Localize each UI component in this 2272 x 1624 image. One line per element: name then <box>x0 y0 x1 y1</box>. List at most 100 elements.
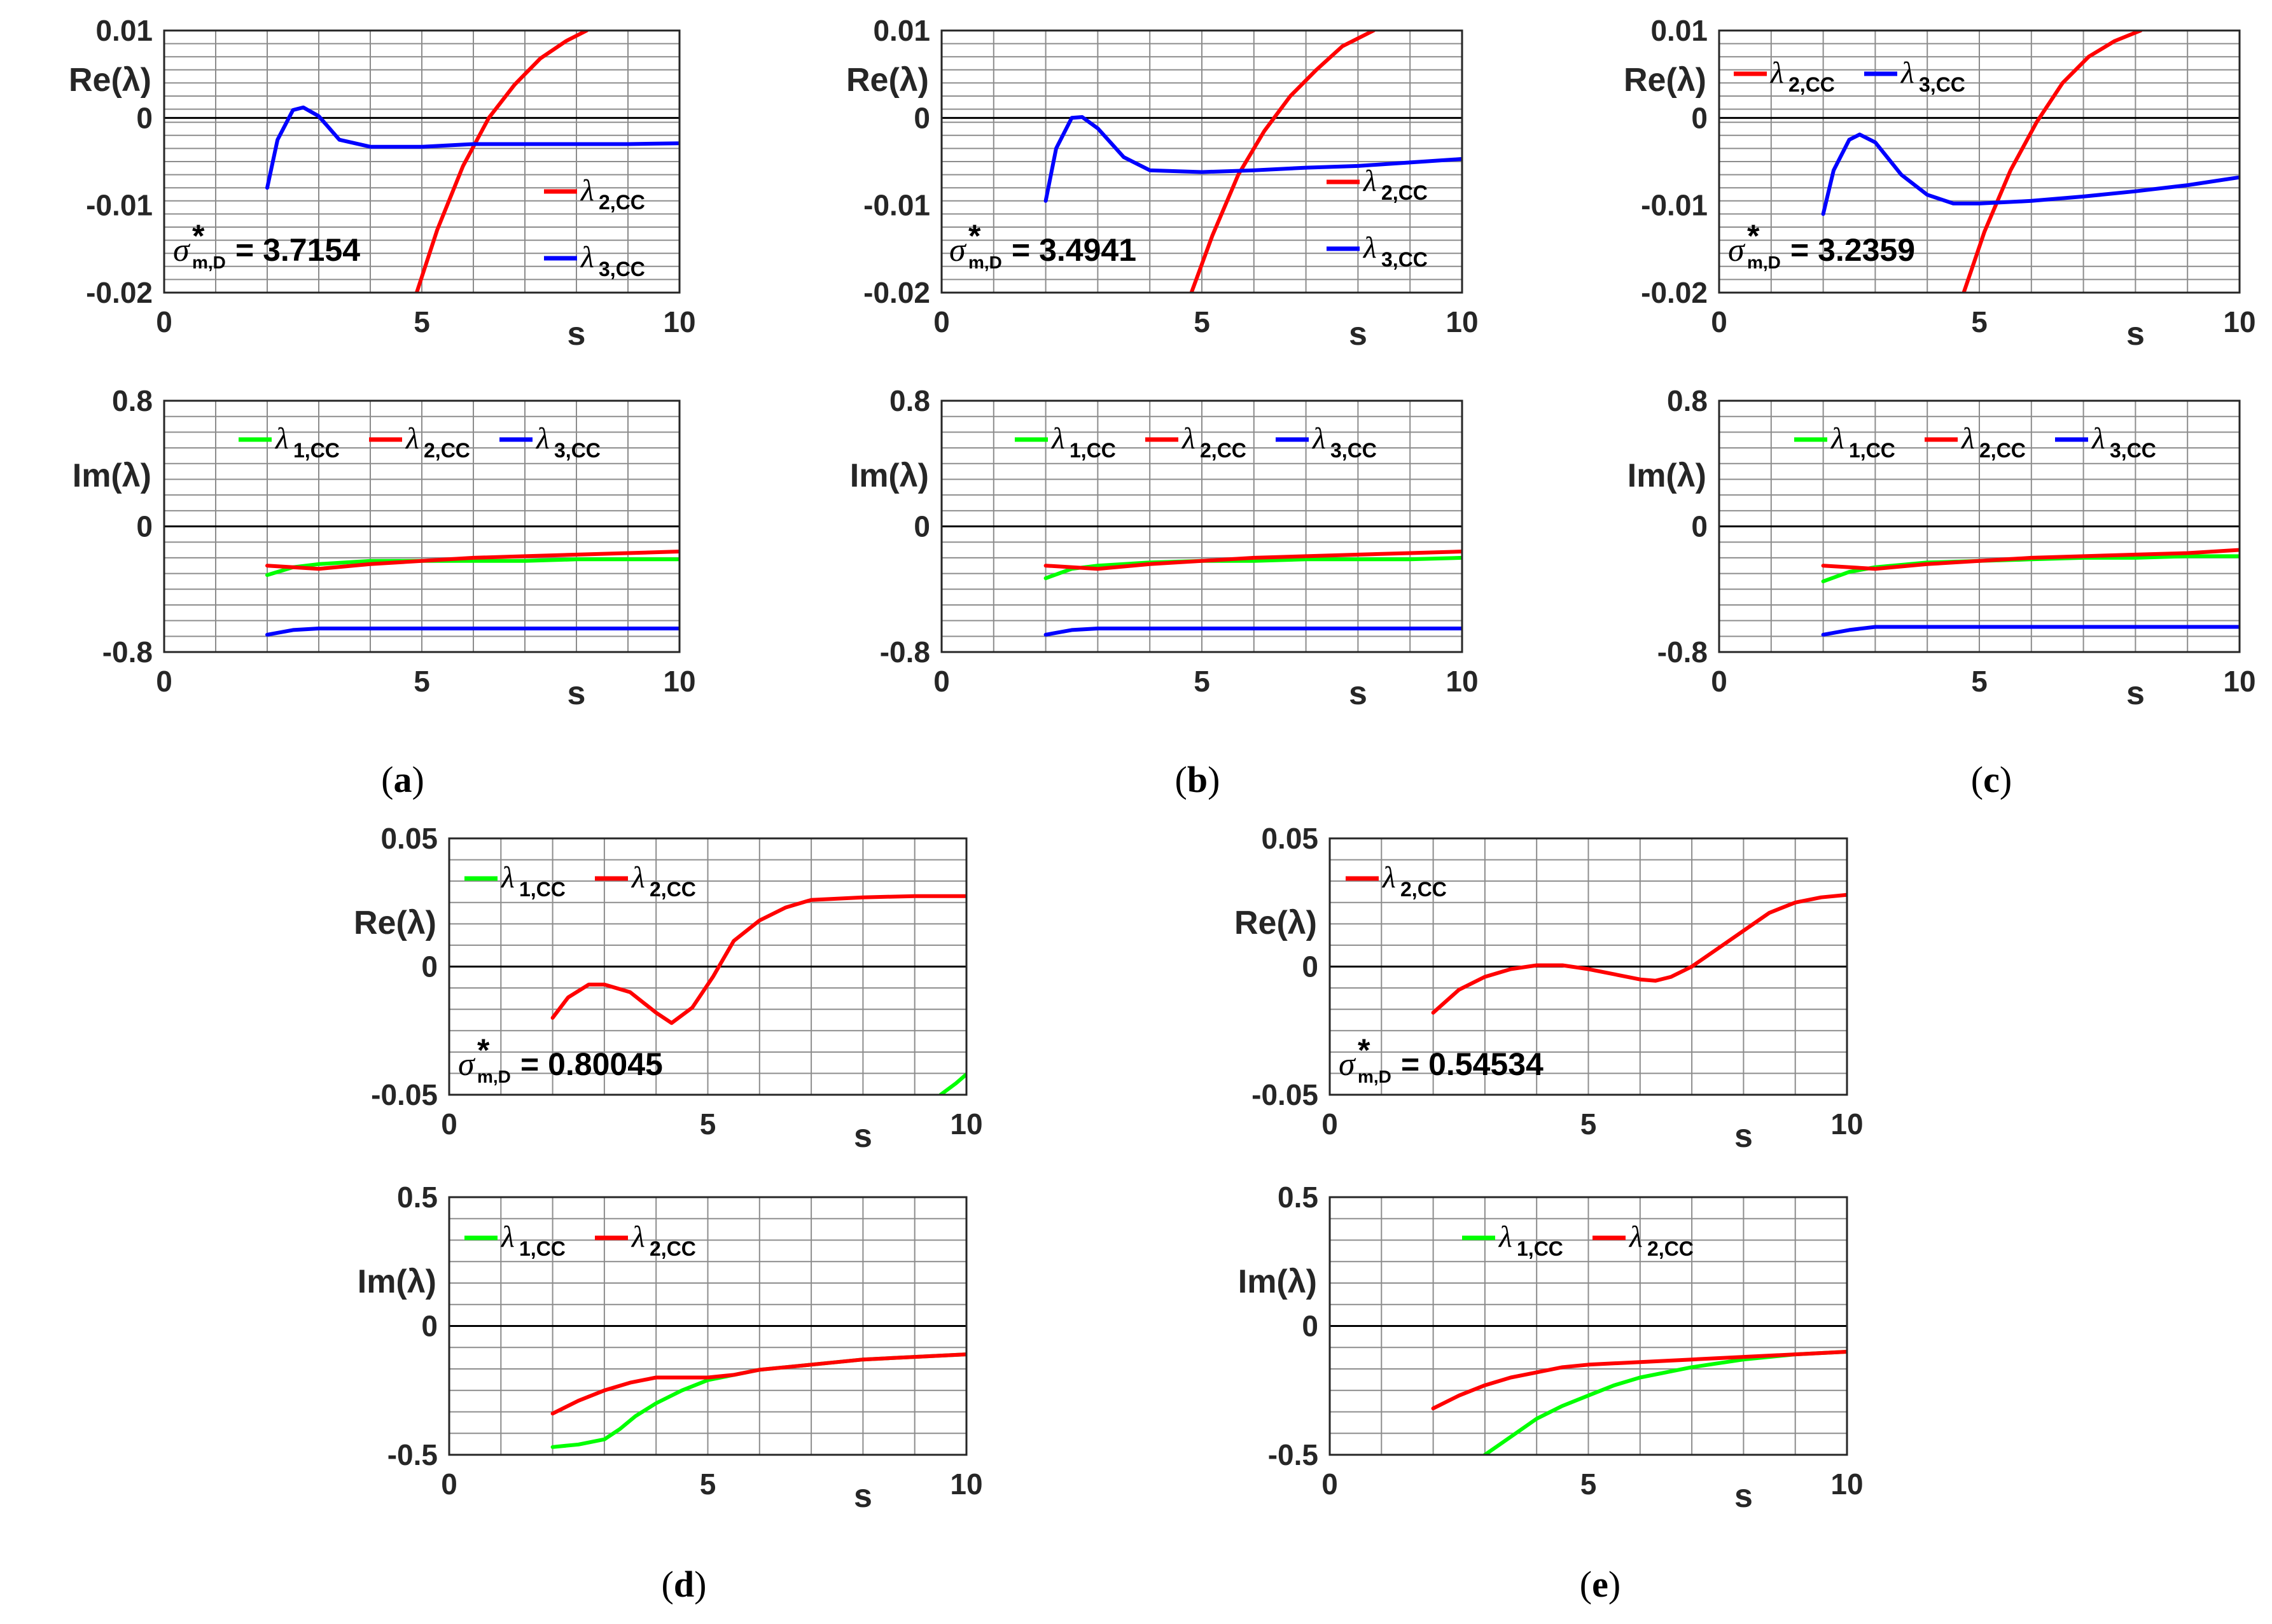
sigma-value: = 3.4941 <box>1012 232 1136 268</box>
y-axis-label: Im(λ) <box>850 457 929 494</box>
x-tick-label: 5 <box>700 1107 716 1141</box>
series-line-lambda-2-cc <box>414 31 589 293</box>
sigma-superscript: * <box>477 1032 490 1068</box>
sigma-superscript: * <box>968 218 981 254</box>
x-axis-label: s <box>854 1478 872 1515</box>
series-line-lambda-2-cc <box>265 550 680 571</box>
legend-subscript: 2,CC <box>424 439 470 462</box>
panel-label-b: (b) <box>1175 759 1220 800</box>
series-line-lambda-3-cc <box>265 627 680 637</box>
legend-item: λ 2,CC <box>1925 422 2026 462</box>
y-tick-label: 0.8 <box>1667 384 1708 417</box>
legend-label: λ <box>631 1220 645 1254</box>
y-tick-label: 0.05 <box>1261 822 1318 855</box>
legend-item: λ 2,CC <box>1346 861 1447 901</box>
legend-item: λ 1,CC <box>239 422 340 462</box>
legend-subscript: 3,CC <box>599 258 645 281</box>
x-tick-label: 10 <box>950 1107 982 1141</box>
legend-subscript: 1,CC <box>1070 439 1116 462</box>
legend-item: λ 1,CC <box>464 1220 566 1260</box>
legend: λ 1,CC λ 2,CC λ 3,CC <box>1794 422 2156 462</box>
legend: λ 1,CC λ 2,CC λ 3,CC <box>1015 422 1377 462</box>
plot-border <box>940 399 1463 653</box>
legend-label: λ <box>1498 1220 1512 1254</box>
legend-subscript: 1,CC <box>519 1237 566 1260</box>
legend-label: λ <box>500 1220 515 1254</box>
legend: λ 2,CC <box>1346 861 1447 901</box>
series-line-lambda-3-cc <box>1043 627 1462 637</box>
y-axis-label: Re(λ) <box>846 62 929 99</box>
panel-label-a: (a) <box>381 759 424 800</box>
sigma-symbol: σ <box>173 232 191 268</box>
x-axis-label: s <box>568 675 586 712</box>
legend-label: λ <box>1311 422 1326 455</box>
sigma-subscript: m,D <box>477 1067 511 1086</box>
plot-border <box>1718 399 2241 653</box>
x-tick-label: 10 <box>663 305 695 338</box>
x-tick-label: 10 <box>1446 665 1478 698</box>
legend-label: λ <box>631 861 645 894</box>
legend-item: λ 3,CC <box>2055 422 2156 462</box>
plot-border <box>163 399 681 653</box>
y-axis-label: Im(λ) <box>1238 1263 1317 1300</box>
y-tick-label: 0 <box>136 101 153 134</box>
x-axis-label: s <box>568 316 586 352</box>
y-tick-label: -0.5 <box>387 1438 438 1471</box>
grid <box>1330 1197 1847 1455</box>
legend-item: λ 2,CC <box>595 861 696 901</box>
sigma-superscript: * <box>192 218 205 254</box>
sigma-value: = 0.80045 <box>520 1046 663 1082</box>
series-line-lambda-3-cc <box>1821 132 2240 216</box>
series-line-lambda-2-cc <box>550 1352 966 1416</box>
x-tick-label: 5 <box>1580 1468 1597 1501</box>
y-tick-label: 0.8 <box>889 384 930 417</box>
sigma-symbol: σ <box>1728 232 1746 268</box>
legend: λ 1,CC λ 2,CC <box>464 861 696 901</box>
x-tick-label: 5 <box>1194 305 1210 338</box>
y-tick-label: 0.01 <box>95 14 153 47</box>
legend-item: λ 2,CC <box>595 1220 696 1260</box>
legend-subscript: 3,CC <box>554 439 601 462</box>
series-line-lambda-2-cc <box>1431 1350 1847 1411</box>
sigma-subscript: m,D <box>968 253 1002 272</box>
x-tick-label: 10 <box>2223 305 2255 338</box>
legend-label: λ <box>500 861 515 894</box>
y-axis-label: Re(λ) <box>354 905 436 941</box>
legend-item: λ 2,CC <box>369 422 470 462</box>
legend-subscript: 2,CC <box>1788 73 1835 96</box>
y-tick-label: -0.02 <box>86 276 153 309</box>
y-tick-label: 0 <box>914 510 930 543</box>
legend-subscript: 2,CC <box>1200 439 1246 462</box>
x-tick-label: 0 <box>156 305 172 338</box>
x-tick-label: 0 <box>441 1107 457 1141</box>
x-tick-label: 0 <box>156 665 172 698</box>
y-tick-label: 0 <box>136 510 153 543</box>
y-axis-label: Im(λ) <box>1627 457 1706 494</box>
plot-border <box>448 1196 968 1456</box>
legend-item: λ 1,CC <box>1015 422 1116 462</box>
y-tick-label: -0.05 <box>371 1078 438 1111</box>
panel-label-c: (c) <box>1971 759 2012 800</box>
y-tick-label: -0.8 <box>1657 635 1708 669</box>
legend-label: λ <box>1181 422 1195 455</box>
sigma-value: = 3.7154 <box>235 232 360 268</box>
legend-subscript: 2,CC <box>650 1237 696 1260</box>
x-tick-label: 0 <box>1321 1468 1338 1501</box>
series-line-lambda-2-cc <box>1431 892 1847 1015</box>
y-tick-label: 0.01 <box>1650 14 1708 47</box>
legend-subscript: 2,CC <box>1400 878 1447 901</box>
legend-item: λ 3,CC <box>1864 56 1965 96</box>
x-tick-label: 5 <box>414 305 430 338</box>
sigma-value: = 0.54534 <box>1401 1046 1544 1082</box>
legend-label: λ <box>2091 422 2105 455</box>
y-tick-label: 0.8 <box>112 384 153 417</box>
x-tick-label: 5 <box>1971 305 1988 338</box>
